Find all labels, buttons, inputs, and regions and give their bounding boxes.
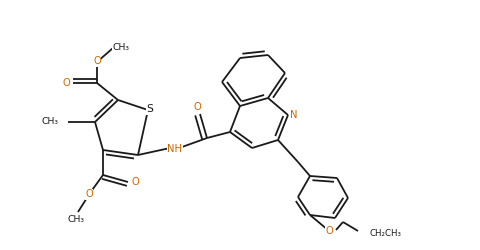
Text: CH₂CH₃: CH₂CH₃ <box>370 228 402 237</box>
Text: S: S <box>146 104 154 114</box>
Text: CH₃: CH₃ <box>68 216 84 224</box>
Text: CH₃: CH₃ <box>112 42 130 51</box>
Text: O: O <box>131 177 139 187</box>
Text: CH₃: CH₃ <box>41 118 58 126</box>
Text: N: N <box>290 110 298 120</box>
Text: O: O <box>325 226 333 236</box>
Text: O: O <box>93 56 101 66</box>
Text: NH: NH <box>168 144 182 154</box>
Text: O: O <box>85 189 93 199</box>
Text: O: O <box>193 102 201 112</box>
Text: O: O <box>62 78 70 88</box>
